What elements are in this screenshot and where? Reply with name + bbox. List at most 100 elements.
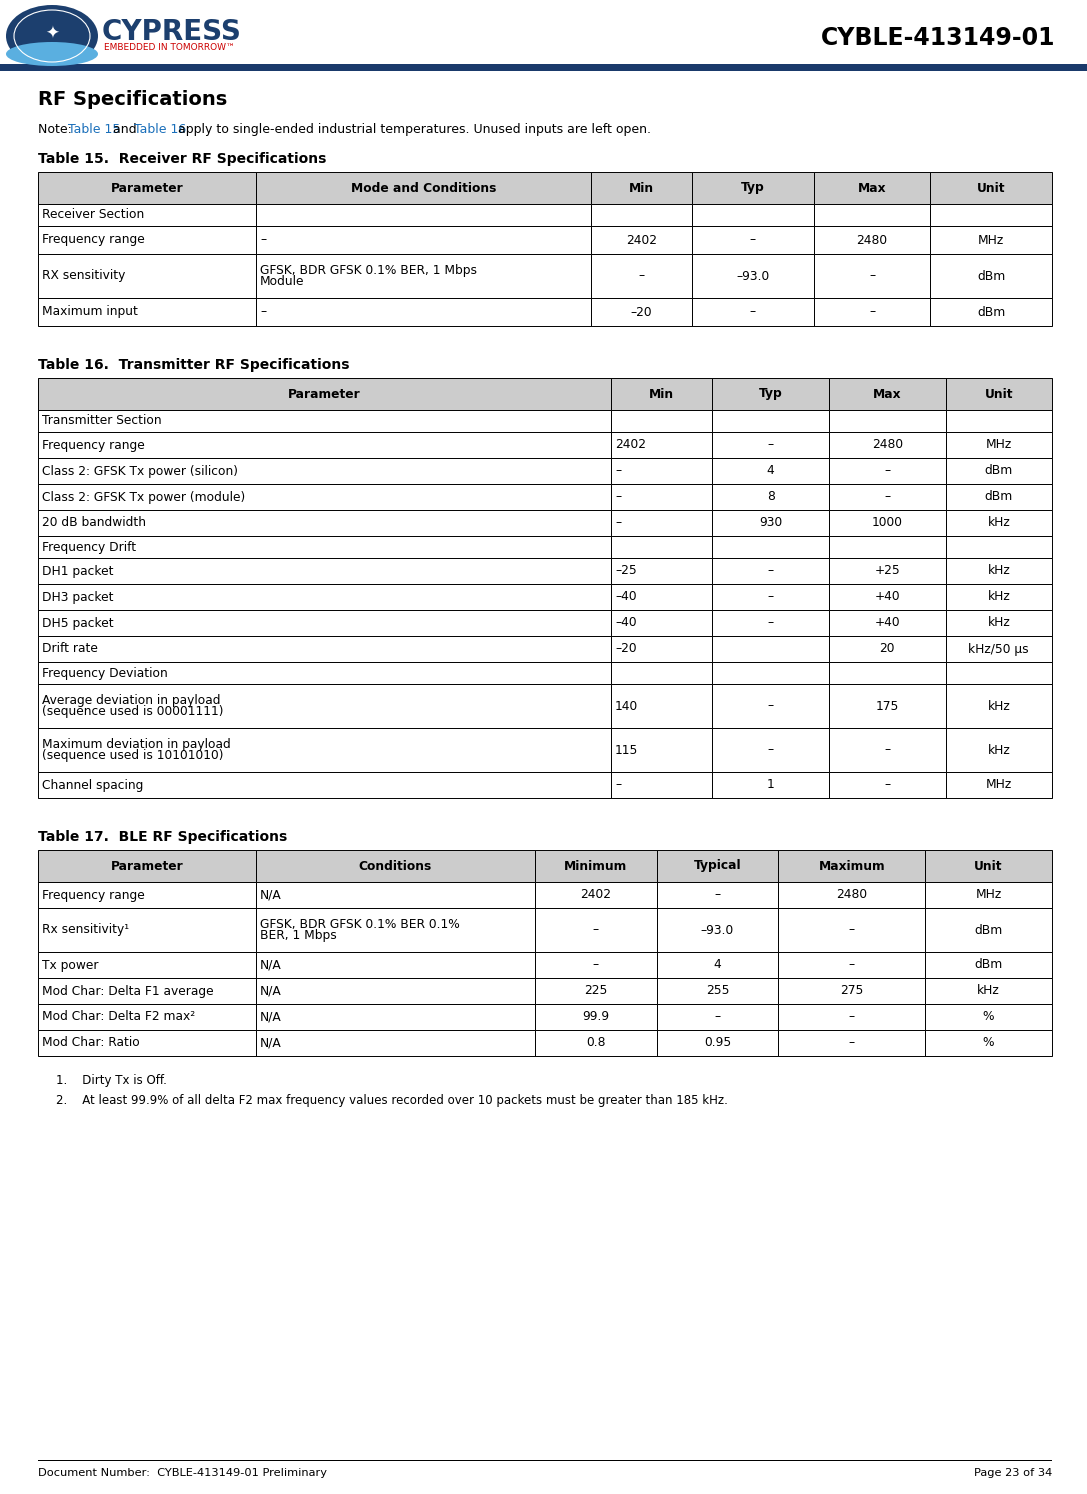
Text: RF Specifications: RF Specifications	[38, 90, 227, 109]
Text: Min: Min	[649, 387, 674, 400]
Bar	[257, 1029, 535, 1056]
Bar	[38, 850, 257, 881]
Bar	[38, 378, 611, 409]
Bar	[257, 205, 590, 226]
Bar	[925, 908, 1052, 952]
Bar	[257, 172, 590, 205]
Bar	[657, 1029, 778, 1056]
Bar	[611, 509, 712, 536]
Text: Rx sensitivity¹: Rx sensitivity¹	[42, 923, 129, 937]
Bar	[712, 584, 829, 610]
Text: kHz: kHz	[987, 699, 1010, 713]
Text: 4: 4	[713, 959, 722, 971]
Bar	[814, 254, 930, 297]
Text: Class 2: GFSK Tx power (silicon): Class 2: GFSK Tx power (silicon)	[42, 465, 238, 478]
Bar	[712, 728, 829, 772]
Bar	[657, 1004, 778, 1029]
Bar	[829, 378, 946, 409]
Bar	[946, 509, 1052, 536]
Text: –: –	[592, 923, 599, 937]
Bar	[38, 1029, 257, 1056]
Text: kHz: kHz	[987, 744, 1010, 756]
Bar	[657, 979, 778, 1004]
Text: Note:: Note:	[38, 123, 76, 136]
Text: –40: –40	[615, 617, 637, 629]
Bar	[38, 557, 611, 584]
Text: Conditions: Conditions	[359, 859, 432, 872]
Bar	[38, 226, 257, 254]
Text: –: –	[767, 699, 774, 713]
Bar	[829, 610, 946, 636]
Bar	[712, 484, 829, 509]
Bar	[712, 636, 829, 662]
Text: Transmitter Section: Transmitter Section	[42, 414, 162, 427]
Text: –: –	[869, 305, 875, 318]
Bar	[38, 509, 611, 536]
Bar	[38, 881, 257, 908]
Bar	[38, 432, 611, 459]
Bar	[712, 557, 829, 584]
Bar	[814, 297, 930, 326]
Text: –: –	[615, 465, 621, 478]
Bar	[38, 459, 611, 484]
Text: –: –	[767, 590, 774, 604]
Bar	[38, 584, 611, 610]
Text: –20: –20	[615, 642, 637, 656]
Bar	[829, 636, 946, 662]
Bar	[712, 432, 829, 459]
Bar	[257, 979, 535, 1004]
Text: Parameter: Parameter	[288, 387, 361, 400]
Bar	[38, 662, 611, 684]
Text: –: –	[260, 305, 266, 318]
Text: –: –	[750, 233, 755, 247]
Text: Min: Min	[628, 181, 654, 194]
Text: –: –	[767, 439, 774, 451]
Bar	[946, 378, 1052, 409]
Text: N/A: N/A	[260, 959, 282, 971]
Text: 0.8: 0.8	[586, 1037, 605, 1049]
Bar	[611, 584, 712, 610]
Text: Table 17.  BLE RF Specifications: Table 17. BLE RF Specifications	[38, 831, 287, 844]
Text: –40: –40	[615, 590, 637, 604]
Text: –: –	[750, 305, 755, 318]
Bar	[535, 979, 657, 1004]
Bar	[38, 536, 611, 557]
Text: (sequence used is 10101010): (sequence used is 10101010)	[42, 750, 224, 762]
Text: kHz: kHz	[987, 517, 1010, 529]
Bar	[712, 459, 829, 484]
Bar	[829, 509, 946, 536]
Text: CYPRESS: CYPRESS	[102, 18, 242, 46]
Bar	[38, 979, 257, 1004]
Bar	[257, 297, 590, 326]
Bar	[925, 979, 1052, 1004]
Text: –: –	[260, 233, 266, 247]
Bar	[712, 684, 829, 728]
Text: 2402: 2402	[626, 233, 657, 247]
Bar	[611, 484, 712, 509]
Bar	[829, 432, 946, 459]
Text: GFSK, BDR GFSK 0.1% BER, 1 Mbps: GFSK, BDR GFSK 0.1% BER, 1 Mbps	[260, 263, 477, 276]
Text: –: –	[714, 889, 721, 901]
Text: –: –	[615, 778, 621, 792]
Bar	[657, 908, 778, 952]
Bar	[38, 254, 257, 297]
Text: –: –	[615, 517, 621, 529]
Bar	[657, 881, 778, 908]
Bar	[778, 952, 925, 979]
Bar	[611, 662, 712, 684]
Bar	[946, 459, 1052, 484]
Bar	[0, 64, 1087, 72]
Bar	[257, 850, 535, 881]
Bar	[535, 1004, 657, 1029]
Bar	[611, 432, 712, 459]
Text: –: –	[884, 744, 890, 756]
Bar	[946, 409, 1052, 432]
Bar	[946, 610, 1052, 636]
Text: dBm: dBm	[985, 465, 1013, 478]
Text: –93.0: –93.0	[736, 269, 770, 282]
Bar	[814, 172, 930, 205]
Text: Maximum: Maximum	[819, 859, 885, 872]
Bar	[829, 662, 946, 684]
Bar	[778, 881, 925, 908]
Text: 225: 225	[584, 985, 608, 998]
